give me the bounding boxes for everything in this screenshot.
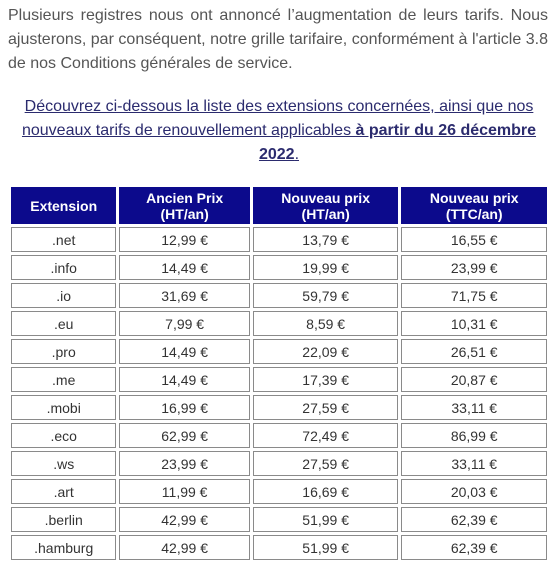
header-text: Extension — [30, 197, 98, 214]
old-price-header: Ancien Prix (HT/an) — [119, 187, 250, 224]
price-notice[interactable]: Découvrez ci-dessous la liste des extens… — [8, 95, 550, 167]
old-price-cell: 62,99 € — [119, 423, 250, 448]
extension-header: Extension — [11, 187, 117, 224]
header-text: (TTC/an) — [445, 205, 503, 222]
table-row: .eu 7,99 €8,59 €10,31 € — [11, 311, 547, 336]
table-row: .mobi 16,99 €27,59 €33,11 € — [11, 395, 547, 420]
header-text: (HT/an) — [160, 205, 209, 222]
table-row: .net 12,99 €13,79 €16,55 € — [11, 227, 547, 252]
extension-cell: .ws — [11, 451, 117, 476]
old-price-cell: 16,99 € — [119, 395, 250, 420]
table-header-row: Extension Ancien Prix (HT/an) Nouveau prix(… — [11, 187, 547, 224]
new-price-ttc-header: Nouveau prix (TTC/an) — [401, 187, 547, 224]
notice-text: Découvrez ci-dessous la liste des extens… — [21, 98, 534, 139]
extension-cell: .berlin — [11, 507, 117, 532]
old-price-cell: 11,99 € — [119, 479, 250, 504]
old-price-cell: 23,99 € — [119, 451, 250, 476]
new-price-ttc-cell: 86,99 € — [401, 423, 547, 448]
header-text: Ancien Prix — [146, 189, 224, 206]
new-price-ttc-cell: 71,75 € — [401, 283, 547, 308]
table-row: .info 14,49 €19,99 €23,99 € — [11, 255, 547, 280]
new-price-ttc-cell: 20,03 € — [401, 479, 547, 504]
table-row: .me 14,49 €17,39 €20,87 € — [11, 367, 547, 392]
old-price-cell: 12,99 € — [119, 227, 250, 252]
new-price-ht-cell: 27,59 € — [252, 395, 399, 420]
old-price-cell: 14,49 € — [119, 339, 250, 364]
new-price-ht-cell: 19,99 € — [252, 255, 399, 280]
new-price-ht-cell: 22,09 € — [252, 339, 399, 364]
table-row: .berlin 42,99 €51,99 €62,39 € — [11, 507, 547, 532]
new-price-ttc-cell: 62,39 € — [401, 507, 547, 532]
new-price-ht-header: Nouveau prix (HT/an) — [252, 187, 399, 224]
table-row: .eco 62,99 €72,49 €86,99 € — [11, 423, 547, 448]
new-price-ttc-cell: 33,11 € — [401, 451, 547, 476]
extension-cell: .hamburg — [11, 535, 117, 560]
extension-cell: .info — [11, 255, 117, 280]
extension-cell: .io — [11, 283, 117, 308]
table-row: .pro 14,49 €22,09 €26,51 € — [11, 339, 547, 364]
header-text: Nouveau prix — [281, 189, 370, 206]
table-row: .ws 23,99 €27,59 €33,11 € — [11, 451, 547, 476]
new-price-ht-cell: 8,59 € — [252, 311, 399, 336]
new-price-ht-cell: 17,39 € — [252, 367, 399, 392]
old-price-cell: 14,49 € — [119, 255, 250, 280]
new-price-ttc-cell: 10,31 € — [401, 311, 547, 336]
table-row: .art 11,99 €16,69 €20,03 € — [11, 479, 547, 504]
header-text: Nouveau prix — [429, 189, 519, 206]
new-price-ht-cell: 27,59 € — [252, 451, 399, 476]
old-price-cell: 42,99 € — [119, 507, 250, 532]
old-price-cell: 14,49 € — [119, 367, 250, 392]
extension-cell: .eu — [11, 311, 117, 336]
intro-paragraph: Plusieurs registres nous ont annoncé l’a… — [8, 7, 548, 72]
price-table: Extension Ancien Prix (HT/an) Nouveau prix(… — [8, 184, 550, 563]
table-row: .hamburg 42,99 €51,99 €62,39 € — [11, 535, 547, 560]
new-price-ht-cell: 51,99 € — [252, 535, 399, 560]
new-price-ttc-cell: 33,11 € — [401, 395, 547, 420]
new-price-ht-cell: 51,99 € — [252, 507, 399, 532]
new-price-ttc-cell: 16,55 € — [401, 227, 547, 252]
old-price-cell: 42,99 € — [119, 535, 250, 560]
header-text: (HT/an) — [301, 205, 350, 222]
new-price-ttc-cell: 23,99 € — [401, 255, 547, 280]
new-price-ht-cell: 72,49 € — [252, 423, 399, 448]
old-price-cell: 31,69 € — [119, 283, 250, 308]
new-price-ttc-cell: 20,87 € — [401, 367, 547, 392]
extension-cell: .art — [11, 479, 117, 504]
new-price-ttc-cell: 62,39 € — [401, 535, 547, 560]
old-price-cell: 7,99 € — [119, 311, 250, 336]
new-price-ht-cell: 13,79 € — [252, 227, 399, 252]
table-row: .io 31,69 €59,79 €71,75 € — [11, 283, 547, 308]
notice-date: à partir du 26 décembre 2022 — [258, 122, 537, 163]
extension-cell: .mobi — [11, 395, 117, 420]
extension-cell: .me — [11, 367, 117, 392]
new-price-ht-cell: 16,69 € — [252, 479, 399, 504]
table-body: .net 12,99 €13,79 €16,55 € .info 14,49 €19,… — [11, 227, 547, 560]
extension-cell: .pro — [11, 339, 117, 364]
notice-end: . — [294, 146, 300, 163]
extension-cell: .net — [11, 227, 117, 252]
new-price-ttc-cell: 26,51 € — [401, 339, 547, 364]
extension-cell: .eco — [11, 423, 117, 448]
new-price-ht-cell: 59,79 € — [252, 283, 399, 308]
